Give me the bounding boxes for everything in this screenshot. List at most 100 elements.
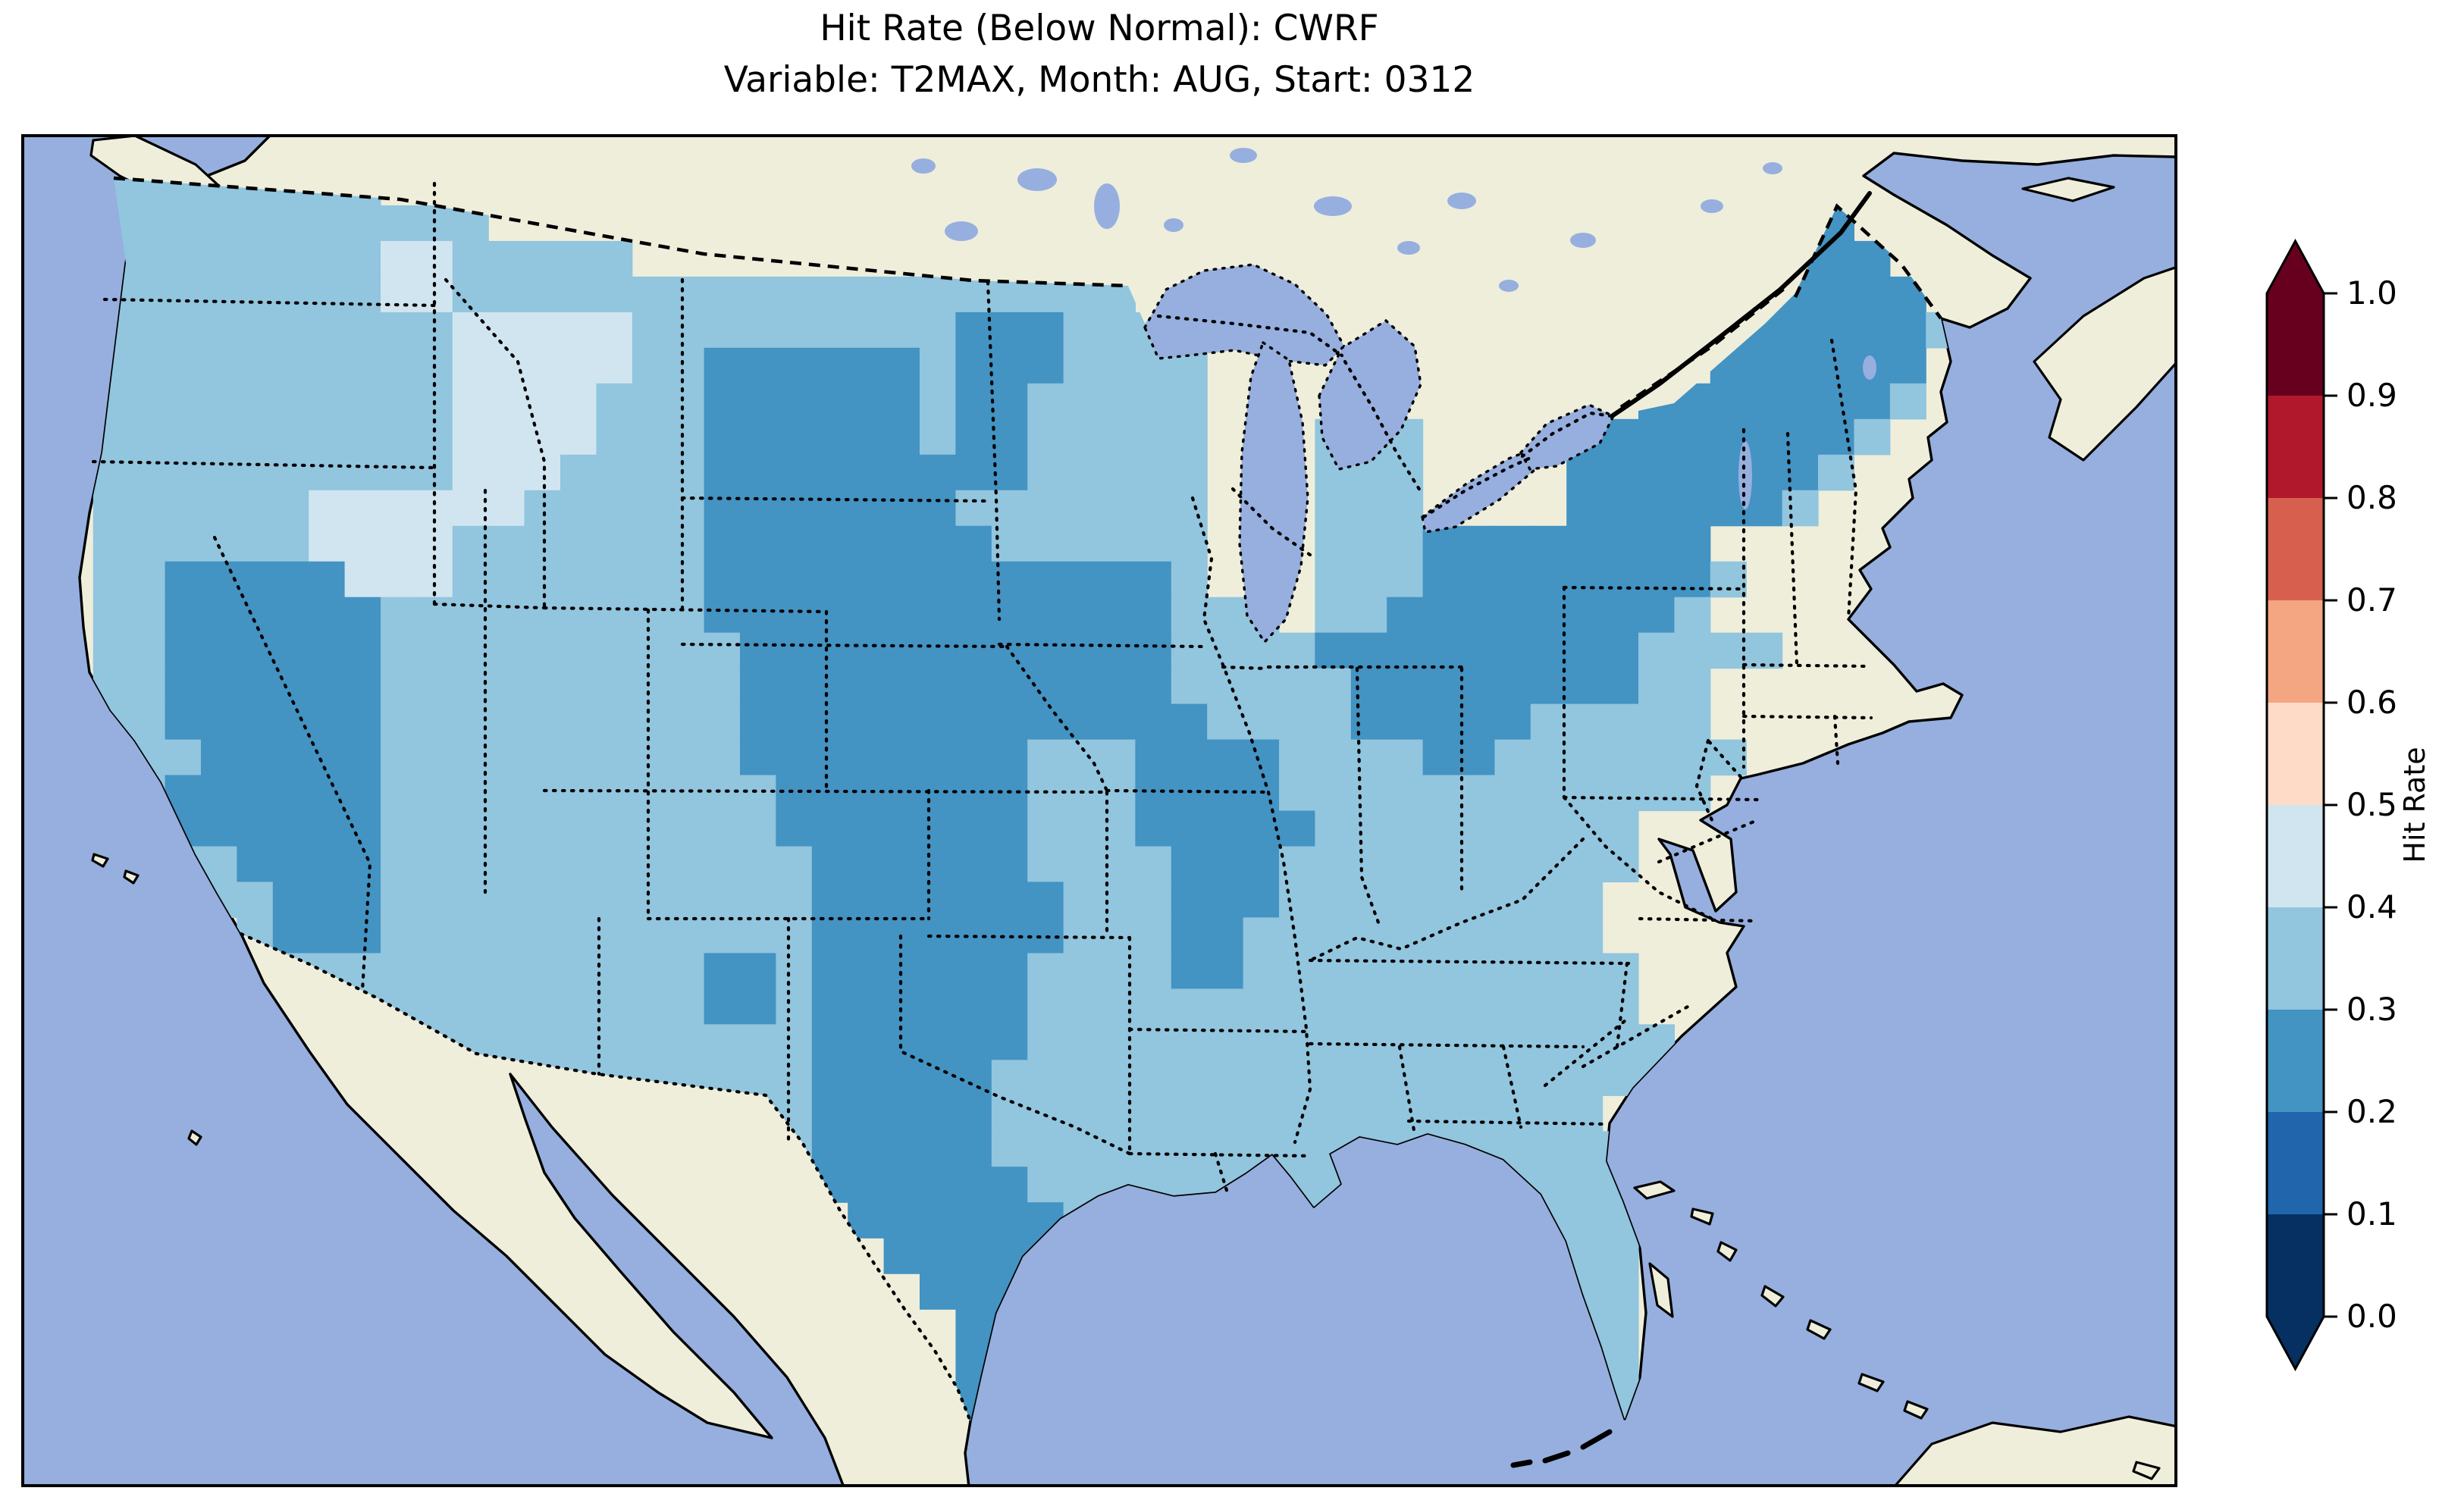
grid-cell bbox=[272, 312, 309, 349]
grid-cell bbox=[309, 312, 346, 349]
grid-cell bbox=[776, 347, 813, 384]
grid-cell bbox=[272, 597, 309, 634]
grid-cell bbox=[560, 418, 597, 456]
colorbar-bin bbox=[2267, 1112, 2324, 1214]
grid-cell bbox=[524, 917, 561, 954]
grid-cell bbox=[596, 703, 633, 741]
grid-cell bbox=[1854, 383, 1891, 420]
grid-cell bbox=[740, 454, 776, 491]
grid-cell bbox=[632, 953, 669, 989]
grid-cell bbox=[309, 810, 346, 847]
grid-cell bbox=[848, 276, 885, 313]
grid-cell bbox=[309, 561, 346, 598]
grid-cell bbox=[488, 525, 525, 562]
grid-cell bbox=[704, 988, 741, 1025]
national-borders bbox=[113, 176, 1942, 409]
grid-cell bbox=[1350, 775, 1387, 812]
grid-cell bbox=[1387, 1024, 1424, 1060]
grid-cell bbox=[848, 383, 885, 420]
grid-cell bbox=[1459, 1060, 1495, 1096]
grid-cell bbox=[1422, 810, 1459, 847]
grid-cell bbox=[1135, 775, 1172, 812]
grid-cell bbox=[1027, 561, 1064, 598]
grid-cell bbox=[488, 953, 525, 989]
grid-cell bbox=[920, 632, 956, 669]
grid-cell bbox=[1027, 1060, 1064, 1096]
grid-cell bbox=[920, 525, 956, 562]
grid-cell bbox=[1135, 490, 1172, 527]
grid-cell bbox=[452, 775, 489, 812]
grid-cell bbox=[1135, 525, 1172, 562]
grid-cell bbox=[237, 525, 274, 562]
grid-cell bbox=[1350, 1060, 1387, 1096]
grid-cell bbox=[848, 347, 885, 384]
grid-cell bbox=[1530, 953, 1567, 989]
grid-cell bbox=[1710, 383, 1747, 420]
grid-cell bbox=[1387, 668, 1424, 705]
grid-cell bbox=[524, 597, 561, 634]
grid-cell bbox=[704, 739, 741, 776]
grid-cell bbox=[1387, 917, 1424, 954]
grid-cell bbox=[1171, 454, 1208, 491]
grid-cell bbox=[1854, 418, 1891, 456]
grid-cell bbox=[381, 561, 417, 598]
grid-cell bbox=[1422, 846, 1459, 883]
grid-cell bbox=[452, 561, 489, 598]
grid-cell bbox=[1422, 775, 1459, 812]
grid-cell bbox=[524, 632, 561, 669]
grid-cell bbox=[776, 846, 813, 883]
grid-cell bbox=[1494, 953, 1531, 989]
grid-cell bbox=[883, 810, 920, 847]
grid-cell bbox=[344, 668, 381, 705]
grid-cell bbox=[1530, 846, 1567, 883]
grid-cell bbox=[1459, 739, 1495, 776]
grid-cell bbox=[1171, 561, 1208, 598]
grid-cell bbox=[201, 703, 237, 741]
grid-cell bbox=[1387, 597, 1424, 634]
grid-cell bbox=[704, 953, 741, 989]
grid-cell bbox=[1063, 917, 1100, 954]
grid-cell bbox=[740, 525, 776, 562]
grid-cell bbox=[1063, 739, 1100, 776]
grid-cell bbox=[1027, 1095, 1064, 1132]
grid-cell bbox=[1602, 632, 1639, 669]
grid-cell bbox=[740, 490, 776, 527]
grid-cell bbox=[991, 347, 1028, 384]
grid-cell bbox=[668, 312, 705, 349]
grid-cell bbox=[848, 1131, 885, 1167]
grid-cell bbox=[955, 632, 992, 669]
grid-cell bbox=[381, 525, 417, 562]
grid-cell bbox=[955, 810, 992, 847]
grid-cell bbox=[129, 312, 166, 349]
grid-cell bbox=[920, 1060, 956, 1096]
grid-cell bbox=[129, 632, 166, 669]
grid-cell bbox=[524, 561, 561, 598]
grid-cell bbox=[1171, 525, 1208, 562]
grid-cell bbox=[1243, 1060, 1280, 1096]
grid-cell bbox=[740, 632, 776, 669]
grid-cell bbox=[1315, 1095, 1352, 1132]
grid-cell bbox=[1171, 668, 1208, 705]
us-mexico-border bbox=[239, 932, 973, 1424]
grid-cell bbox=[955, 703, 992, 741]
grid-cell bbox=[632, 454, 669, 491]
grid-cell bbox=[848, 810, 885, 847]
grid-cell bbox=[883, 561, 920, 598]
grid-cell bbox=[1063, 882, 1100, 918]
grid-cell bbox=[811, 597, 848, 634]
grid-cell bbox=[1638, 632, 1675, 669]
grid-cell bbox=[1063, 1060, 1100, 1096]
grid-cell bbox=[1099, 882, 1136, 918]
grid-cell bbox=[1171, 703, 1208, 741]
grid-cell bbox=[1171, 1131, 1208, 1167]
grid-cell bbox=[1135, 917, 1172, 954]
grid-cell bbox=[237, 846, 274, 883]
grid-cell bbox=[920, 810, 956, 847]
grid-cell bbox=[1207, 703, 1244, 741]
grid-cell bbox=[1422, 1024, 1459, 1060]
colorbar-bin bbox=[2267, 907, 2324, 1010]
grid-cell bbox=[488, 347, 525, 384]
grid-cell bbox=[1889, 383, 1926, 420]
grid-cell bbox=[1350, 597, 1387, 634]
grid-cell bbox=[596, 597, 633, 634]
